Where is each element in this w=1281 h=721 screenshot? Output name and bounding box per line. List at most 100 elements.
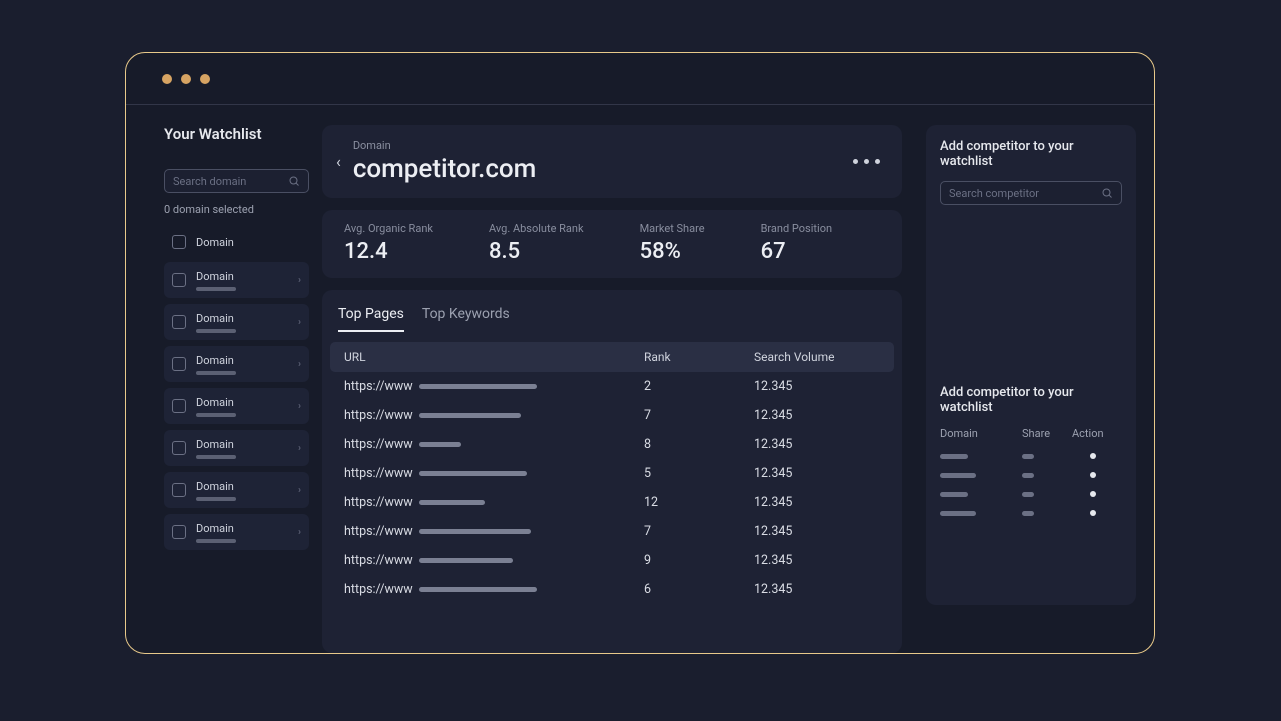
stat-value: 12.4 — [344, 239, 433, 264]
search-icon — [288, 175, 300, 187]
competitor-title-2: Add competitor to your watchlist — [940, 385, 1122, 415]
url-text: https://www — [344, 553, 413, 568]
sidebar-item-domain[interactable]: Domain › — [164, 304, 309, 340]
search-competitor-input[interactable]: Search competitor — [940, 181, 1122, 205]
domain-bar — [940, 454, 968, 459]
domain-checkbox[interactable] — [172, 525, 186, 539]
domain-checkbox[interactable] — [172, 273, 186, 287]
table-row[interactable]: https://www712.345 — [330, 401, 894, 430]
tab-top-pages[interactable]: Top Pages — [338, 302, 404, 332]
domain-label: Domain — [196, 354, 288, 367]
table-body: https://www212.345https://www712.345http… — [330, 372, 894, 604]
table-row[interactable]: https://www1212.345 — [330, 488, 894, 517]
share-bar — [1022, 473, 1034, 478]
action-dot-icon[interactable] — [1090, 453, 1096, 459]
stat-label: Avg. Organic Rank — [344, 222, 433, 235]
domain-bar — [940, 492, 968, 497]
rank-cell: 6 — [644, 582, 754, 597]
more-menu-button[interactable] — [853, 159, 880, 164]
stat-label: Avg. Absolute Rank — [489, 222, 584, 235]
chevron-right-icon: › — [298, 275, 301, 286]
sidebar-item-domain[interactable]: Domain› — [164, 430, 309, 466]
stat-value: 58% — [640, 239, 705, 264]
domain-sub-bar — [196, 329, 236, 333]
domain-checkbox[interactable] — [172, 399, 186, 413]
tabs: Top Pages Top Keywords — [330, 300, 894, 332]
volume-cell: 12.345 — [754, 495, 880, 510]
competitor-row[interactable] — [940, 467, 1122, 483]
volume-cell: 12.345 — [754, 408, 880, 423]
domain-checkbox[interactable] — [172, 483, 186, 497]
url-cell: https://www — [344, 553, 644, 568]
search-icon — [1101, 187, 1113, 199]
domain-sub-bar — [196, 539, 236, 543]
table-row[interactable]: https://www612.345 — [330, 575, 894, 604]
chevron-right-icon: › — [298, 359, 301, 370]
domain-label: Domain — [196, 312, 288, 325]
url-text: https://www — [344, 524, 413, 539]
domain-title: competitor.com — [353, 154, 853, 184]
sidebar-item-domain[interactable]: Domain — [164, 228, 309, 256]
window-dot[interactable] — [181, 74, 191, 84]
competitor-row[interactable] — [940, 448, 1122, 464]
url-bar — [419, 500, 485, 505]
sidebar-item-domain[interactable]: Domain› — [164, 514, 309, 550]
table-row[interactable]: https://www812.345 — [330, 430, 894, 459]
table-row[interactable]: https://www512.345 — [330, 459, 894, 488]
col-rank: Rank — [644, 350, 754, 364]
domain-checkbox[interactable] — [172, 357, 186, 371]
url-cell: https://www — [344, 408, 644, 423]
stat: Avg. Organic Rank 12.4 — [344, 222, 433, 264]
stats-card: Avg. Organic Rank 12.4 Avg. Absolute Rank 8… — [322, 210, 902, 278]
table-row[interactable]: https://www712.345 — [330, 517, 894, 546]
sidebar-item-domain[interactable]: Domain › — [164, 346, 309, 382]
url-bar — [419, 529, 531, 534]
domain-checkbox[interactable] — [172, 315, 186, 329]
rank-cell: 5 — [644, 466, 754, 481]
domain-checkbox[interactable] — [172, 235, 186, 249]
domain-sub-bar — [196, 287, 236, 291]
table-header: URL Rank Search Volume — [330, 342, 894, 372]
table-row[interactable]: https://www212.345 — [330, 372, 894, 401]
stat: Brand Position67 — [761, 222, 832, 264]
stat-value: 8.5 — [489, 239, 584, 264]
competitor-row[interactable] — [940, 505, 1122, 521]
chevron-right-icon: › — [298, 527, 301, 538]
search-placeholder: Search competitor — [949, 187, 1101, 200]
table-row[interactable]: https://www912.345 — [330, 546, 894, 575]
sidebar-item-domain[interactable]: Domain› — [164, 262, 309, 298]
url-bar — [419, 442, 461, 447]
window-dot[interactable] — [200, 74, 210, 84]
window-dot[interactable] — [162, 74, 172, 84]
table-card: Top Pages Top Keywords URL Rank Search Vo… — [322, 290, 902, 653]
stat-label: Market Share — [640, 222, 705, 235]
search-domain-input[interactable]: Search domain — [164, 169, 309, 193]
app-window: Your Watchlist Search domain 0 domain se… — [125, 52, 1155, 654]
tab-top-keywords[interactable]: Top Keywords — [422, 302, 510, 332]
action-dot-icon[interactable] — [1090, 510, 1096, 516]
url-cell: https://www — [344, 582, 644, 597]
sidebar-item-domain[interactable]: Domain› — [164, 472, 309, 508]
domain-label: Domain — [196, 236, 301, 249]
domain-bar — [940, 473, 976, 478]
url-text: https://www — [344, 379, 413, 394]
volume-cell: 12.345 — [754, 524, 880, 539]
domain-sub-bar — [196, 413, 236, 417]
domain-sub-bar — [196, 497, 236, 501]
url-text: https://www — [344, 582, 413, 597]
volume-cell: 12.345 — [754, 379, 880, 394]
url-text: https://www — [344, 495, 413, 510]
volume-cell: 12.345 — [754, 466, 880, 481]
domain-checkbox[interactable] — [172, 441, 186, 455]
stat-label: Brand Position — [761, 222, 832, 235]
col-action: Action — [1072, 427, 1122, 440]
back-button[interactable]: ‹ — [332, 154, 353, 170]
domain-bar — [940, 511, 976, 516]
sidebar-item-domain[interactable]: Domain› — [164, 388, 309, 424]
action-dot-icon[interactable] — [1090, 491, 1096, 497]
action-dot-icon[interactable] — [1090, 472, 1096, 478]
chevron-right-icon: › — [298, 317, 301, 328]
competitor-row[interactable] — [940, 486, 1122, 502]
main-content: ‹ Domain competitor.com Avg. Organic Ran… — [322, 105, 914, 653]
url-cell: https://www — [344, 379, 644, 394]
